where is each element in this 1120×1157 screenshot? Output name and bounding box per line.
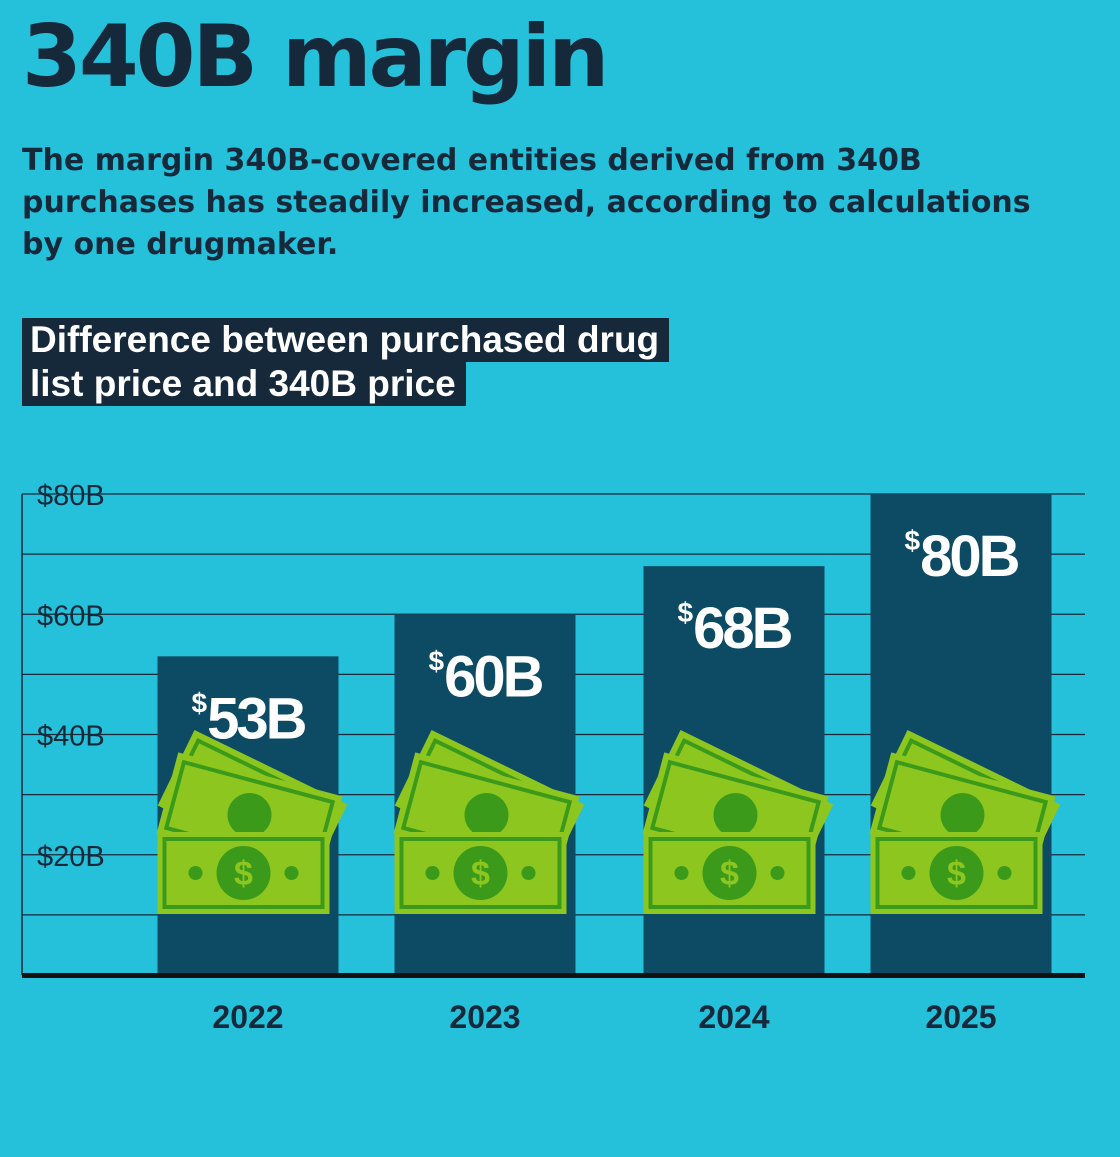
value-number: 53B bbox=[207, 686, 306, 751]
page-title: 340B margin bbox=[22, 7, 609, 107]
value-number: 80B bbox=[920, 524, 1019, 589]
x-tick-label: 2024 bbox=[698, 999, 769, 1035]
x-axis-baseline bbox=[22, 973, 1085, 978]
bar-value-label: $53B bbox=[192, 686, 306, 751]
bar-value-label: $80B bbox=[905, 524, 1019, 589]
bar-group: $60B bbox=[391, 614, 587, 975]
x-tick-label: 2025 bbox=[925, 999, 996, 1035]
y-tick-label: $20B bbox=[37, 841, 105, 873]
chart-heading-line-2: list price and 340B price bbox=[22, 362, 466, 406]
y-tick-label: $80B bbox=[37, 480, 105, 512]
bar-group: $68B bbox=[640, 566, 836, 975]
value-number: 60B bbox=[444, 644, 543, 709]
value-number: 68B bbox=[693, 596, 792, 661]
value-prefix: $ bbox=[192, 687, 208, 718]
chart-heading-line-1: Difference between purchased drug bbox=[22, 318, 670, 362]
value-prefix: $ bbox=[905, 525, 921, 556]
bar-group: $80B bbox=[867, 494, 1063, 975]
value-prefix: $ bbox=[678, 597, 694, 628]
page-subtitle: The margin 340B-covered entities derived… bbox=[22, 143, 1031, 262]
chart-heading: Difference between purchased drug list p… bbox=[22, 318, 670, 406]
value-prefix: $ bbox=[429, 645, 445, 676]
x-tick-label: 2022 bbox=[212, 999, 283, 1035]
y-tick-label: $60B bbox=[37, 600, 105, 632]
bar-value-label: $68B bbox=[678, 596, 792, 661]
x-tick-label: 2023 bbox=[449, 999, 520, 1035]
y-tick-label: $40B bbox=[37, 721, 105, 753]
bar-group: $53B bbox=[154, 656, 350, 975]
bar-value-label: $60B bbox=[429, 644, 543, 709]
